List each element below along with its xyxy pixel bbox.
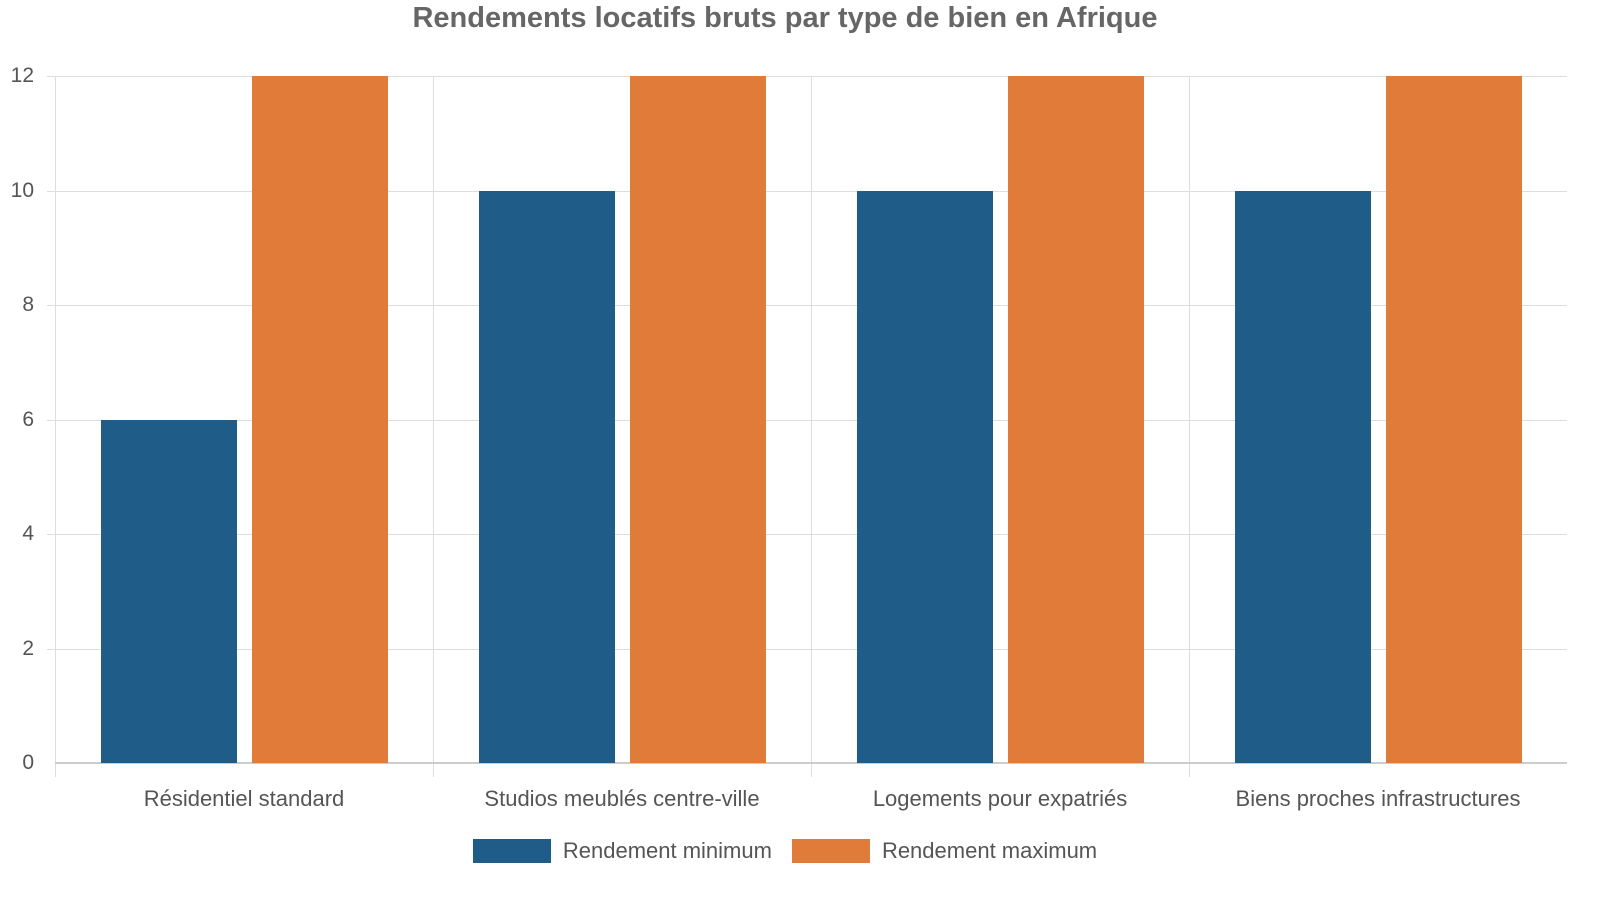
category-divider [1189,76,1190,777]
plot-area [47,76,1567,777]
x-tick-label: Studios meublés centre-ville [484,786,760,811]
legend-label: Rendement maximum [881,838,1098,863]
legend-swatch-maximum [791,839,870,863]
gridline [47,76,1567,77]
gridline [47,419,1567,421]
legend-label: Rendement minimum [562,838,772,863]
bar-minimum[interactable] [100,419,237,763]
gridline [47,305,1567,306]
gridline [47,648,1567,650]
y-tick-label: 6 [22,407,34,431]
x-axis-line [55,762,1567,764]
bar-maximum[interactable] [1385,76,1522,763]
x-tick-label: Biens proches infrastructures [1235,786,1521,811]
y-tick-label: 2 [22,636,34,660]
x-tick-label: Logements pour expatriés [872,786,1128,811]
gridline [47,190,1567,192]
y-tick-label: 12 [10,64,34,87]
bar-maximum[interactable] [1007,76,1144,763]
legend-swatch-minimum [472,839,551,863]
bar-minimum[interactable] [1234,190,1371,763]
legend: Rendement minimum Rendement maximum [0,838,1570,864]
chart-title: Rendements locatifs bruts par type de bi… [412,2,1158,34]
category-divider [433,76,434,777]
legend-item-maximum[interactable]: Rendement maximum [791,838,1098,864]
y-tick-label: 8 [22,293,34,316]
bar-minimum[interactable] [856,190,993,763]
bar-minimum[interactable] [478,190,615,763]
bar-maximum[interactable] [629,76,766,763]
category-divider [55,76,56,777]
gridline [47,534,1567,535]
y-tick-label: 0 [22,751,34,774]
y-tick-label: 10 [10,178,34,202]
x-tick-label: Résidentiel standard [143,786,345,811]
y-tick-label: 4 [22,522,34,545]
bar-maximum[interactable] [251,76,388,763]
legend-item-minimum[interactable]: Rendement minimum [472,838,772,864]
category-divider [811,76,812,777]
